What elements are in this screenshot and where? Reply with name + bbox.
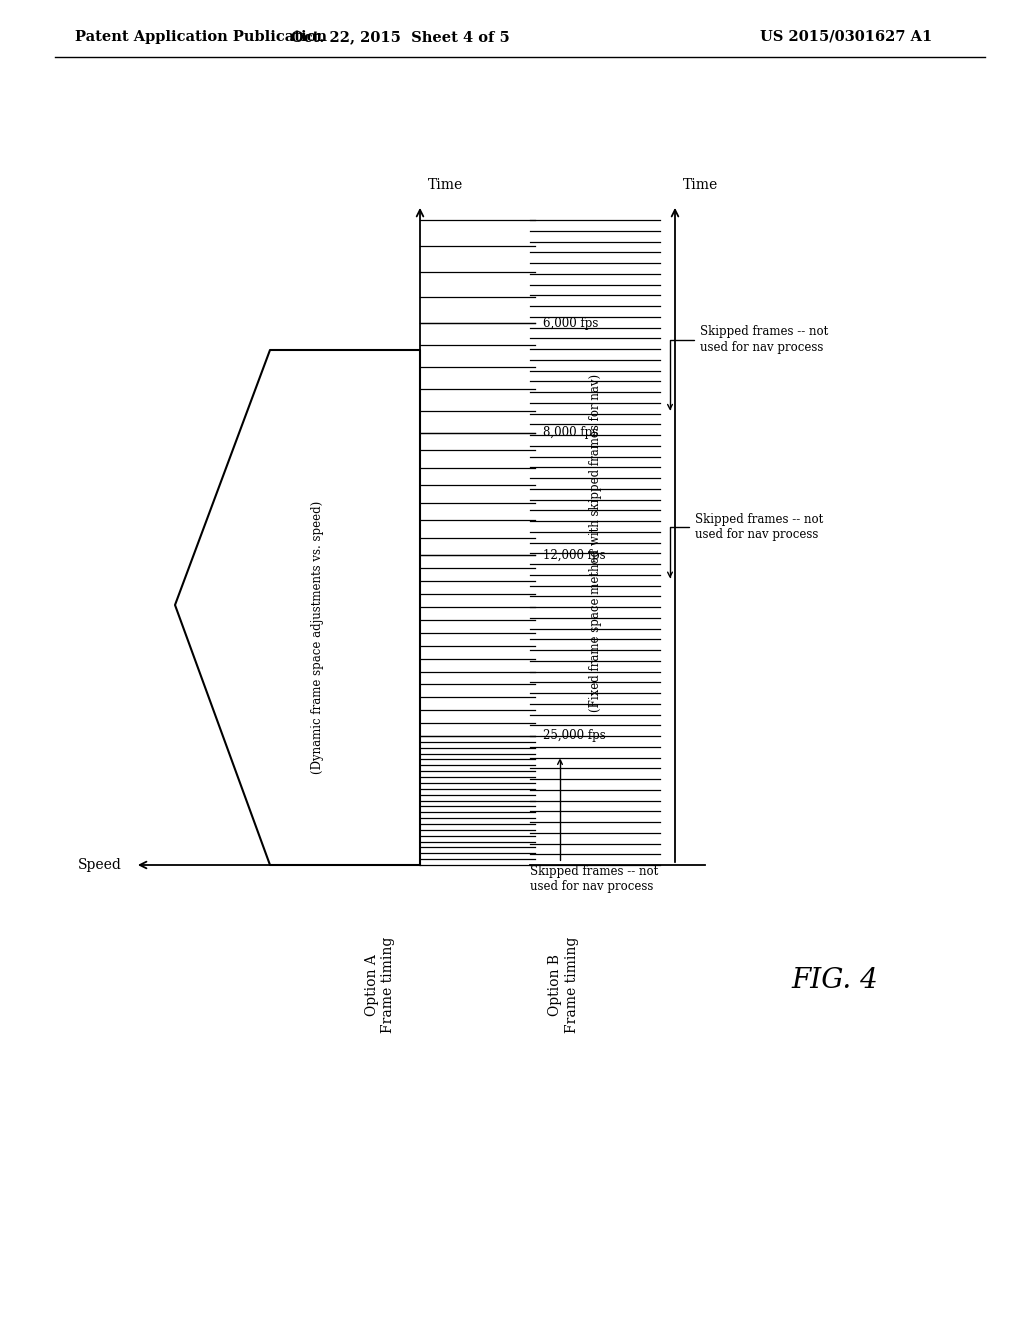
Text: 25,000 fps: 25,000 fps (543, 730, 606, 742)
Text: FIG. 4: FIG. 4 (792, 966, 879, 994)
Text: Time: Time (683, 178, 718, 191)
Text: Time: Time (428, 178, 463, 191)
Text: Frame timing: Frame timing (381, 937, 395, 1034)
Text: Skipped frames -- not
used for nav process: Skipped frames -- not used for nav proce… (530, 760, 658, 894)
Text: Frame timing: Frame timing (565, 937, 579, 1034)
Text: (Dynamic frame space adjustments vs. speed): (Dynamic frame space adjustments vs. spe… (311, 500, 324, 774)
Text: Speed: Speed (78, 858, 122, 873)
Text: Option B: Option B (548, 954, 562, 1016)
Text: Skipped frames -- not
used for nav process: Skipped frames -- not used for nav proce… (668, 326, 828, 409)
Text: Patent Application Publication: Patent Application Publication (75, 30, 327, 44)
Text: 6,000 fps: 6,000 fps (543, 317, 598, 330)
Text: US 2015/0301627 A1: US 2015/0301627 A1 (760, 30, 932, 44)
Text: Skipped frames -- not
used for nav process: Skipped frames -- not used for nav proce… (668, 513, 823, 577)
Text: Oct. 22, 2015  Sheet 4 of 5: Oct. 22, 2015 Sheet 4 of 5 (291, 30, 509, 44)
Text: 8,000 fps: 8,000 fps (543, 426, 598, 440)
Text: (Fixed frame space method with skipped frames for nav): (Fixed frame space method with skipped f… (589, 374, 601, 711)
Text: 12,000 fps: 12,000 fps (543, 549, 605, 562)
Text: Option A: Option A (365, 954, 379, 1016)
